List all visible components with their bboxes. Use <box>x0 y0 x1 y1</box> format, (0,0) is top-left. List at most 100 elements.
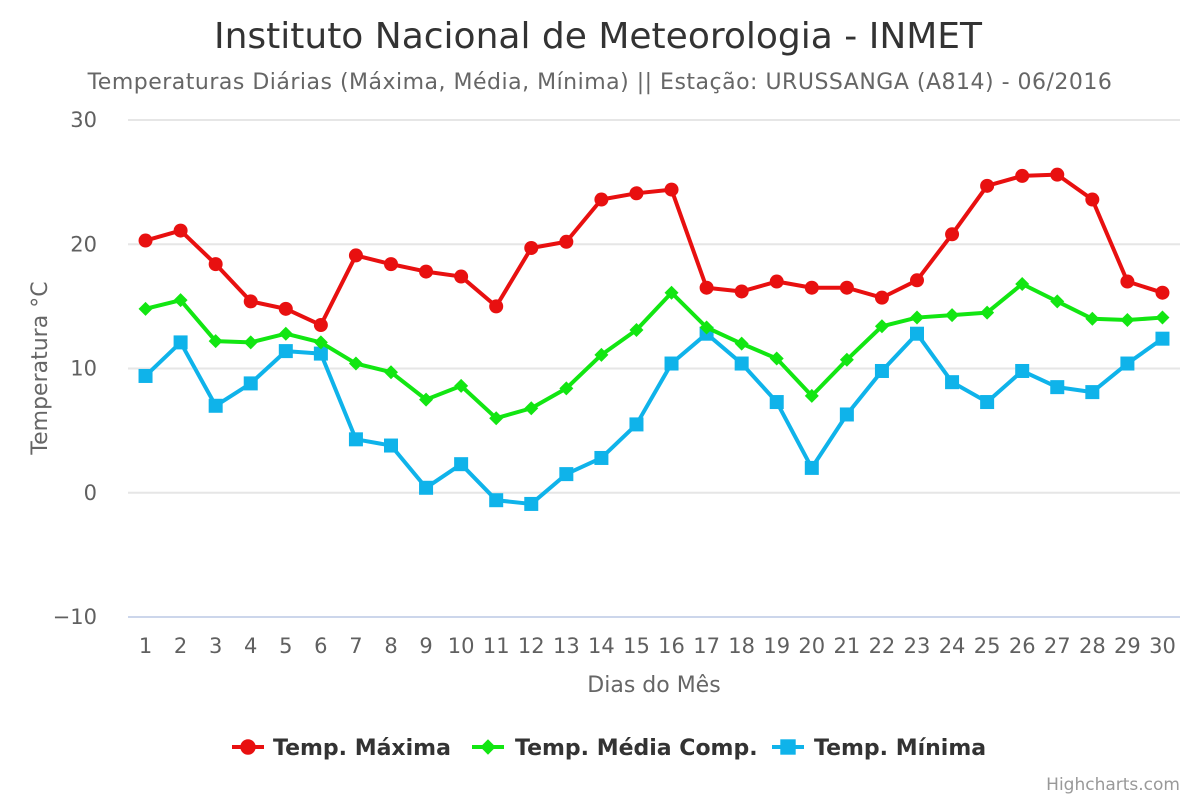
data-point[interactable] <box>1015 363 1030 378</box>
x-axis-title: Dias do Mês <box>587 673 720 698</box>
data-point[interactable] <box>278 326 293 341</box>
data-point[interactable] <box>804 460 819 475</box>
data-point[interactable] <box>664 285 679 300</box>
data-point[interactable] <box>348 248 363 263</box>
data-point[interactable] <box>348 432 363 447</box>
data-point[interactable] <box>874 363 889 378</box>
legend-item[interactable]: Temp. Média Comp. <box>472 736 758 761</box>
data-point[interactable] <box>699 320 714 335</box>
data-point[interactable] <box>664 356 679 371</box>
data-point[interactable] <box>699 280 714 295</box>
data-point[interactable] <box>1155 285 1170 300</box>
data-point[interactable] <box>559 234 574 249</box>
data-point[interactable] <box>945 308 960 323</box>
data-point[interactable] <box>559 467 574 482</box>
data-point[interactable] <box>629 186 644 201</box>
data-point[interactable] <box>874 319 889 334</box>
data-point[interactable] <box>910 273 924 288</box>
data-point[interactable] <box>138 368 153 383</box>
data-point[interactable] <box>839 280 854 295</box>
legend-symbol-marker[interactable] <box>480 739 496 755</box>
y-tick-label: 10 <box>70 357 97 381</box>
data-point[interactable] <box>1050 294 1065 309</box>
data-point[interactable] <box>559 381 574 396</box>
data-point[interactable] <box>313 318 328 333</box>
data-point[interactable] <box>1050 167 1065 182</box>
data-point[interactable] <box>138 233 153 248</box>
data-point[interactable] <box>489 299 504 314</box>
data-point[interactable] <box>173 293 188 308</box>
data-point[interactable] <box>804 280 819 295</box>
data-point[interactable] <box>629 322 644 337</box>
data-point[interactable] <box>769 395 784 410</box>
data-point[interactable] <box>945 227 960 242</box>
data-point[interactable] <box>208 257 223 272</box>
data-point[interactable] <box>1015 168 1030 183</box>
data-point[interactable] <box>419 264 434 279</box>
data-point[interactable] <box>173 223 188 238</box>
data-point[interactable] <box>1050 380 1065 395</box>
x-tick-label: 21 <box>833 634 860 658</box>
data-point[interactable] <box>804 388 819 403</box>
data-point[interactable] <box>454 457 469 472</box>
data-point[interactable] <box>419 480 434 495</box>
data-point[interactable] <box>1085 192 1100 207</box>
data-point[interactable] <box>524 401 539 416</box>
data-point[interactable] <box>1155 331 1170 346</box>
data-point[interactable] <box>664 182 679 197</box>
credits-link[interactable]: Highcharts.com <box>1046 775 1180 795</box>
legend-symbol-marker[interactable] <box>240 739 256 755</box>
legend-item[interactable]: Temp. Mínima <box>772 736 986 761</box>
data-point[interactable] <box>384 257 398 272</box>
data-point[interactable] <box>278 344 293 359</box>
data-point[interactable] <box>839 407 854 422</box>
data-point[interactable] <box>524 240 539 255</box>
legend-symbol-marker[interactable] <box>780 739 796 755</box>
data-point[interactable] <box>348 356 363 371</box>
data-point[interactable] <box>769 274 784 289</box>
data-point[interactable] <box>524 496 539 511</box>
data-point[interactable] <box>173 335 188 350</box>
data-point[interactable] <box>243 335 258 350</box>
data-point[interactable] <box>138 301 153 316</box>
data-point[interactable] <box>454 378 469 393</box>
data-point[interactable] <box>384 365 398 380</box>
data-point[interactable] <box>1085 311 1100 326</box>
data-point[interactable] <box>910 310 924 325</box>
data-point[interactable] <box>1085 385 1100 400</box>
data-point[interactable] <box>594 450 609 465</box>
data-point[interactable] <box>313 335 328 350</box>
data-point[interactable] <box>243 376 258 391</box>
legend[interactable]: Temp. Máxima Temp. Média Comp. Temp. Mínim… <box>232 736 986 761</box>
data-point[interactable] <box>489 493 504 508</box>
data-point[interactable] <box>980 305 995 320</box>
data-point[interactable] <box>769 351 784 366</box>
data-point[interactable] <box>208 334 223 349</box>
data-point[interactable] <box>454 269 469 284</box>
data-point[interactable] <box>629 417 644 432</box>
data-point[interactable] <box>384 438 398 453</box>
data-point[interactable] <box>1120 356 1135 371</box>
legend-item[interactable]: Temp. Máxima <box>232 736 451 761</box>
data-point[interactable] <box>1015 277 1030 292</box>
data-point[interactable] <box>594 347 609 362</box>
data-point[interactable] <box>419 392 434 407</box>
data-point[interactable] <box>208 398 223 413</box>
data-point[interactable] <box>1120 313 1135 328</box>
data-point[interactable] <box>243 294 258 309</box>
data-point[interactable] <box>734 284 749 299</box>
data-point[interactable] <box>313 346 328 361</box>
data-point[interactable] <box>278 301 293 316</box>
data-point[interactable] <box>980 395 995 410</box>
data-point[interactable] <box>874 290 889 305</box>
data-point[interactable] <box>980 178 995 193</box>
data-point[interactable] <box>734 356 749 371</box>
data-point[interactable] <box>1120 274 1135 289</box>
data-point[interactable] <box>489 411 504 426</box>
data-point[interactable] <box>945 375 960 390</box>
data-point[interactable] <box>910 326 924 341</box>
data-point[interactable] <box>1155 310 1170 325</box>
data-point[interactable] <box>734 336 749 351</box>
data-point[interactable] <box>839 352 854 367</box>
data-point[interactable] <box>594 192 609 207</box>
